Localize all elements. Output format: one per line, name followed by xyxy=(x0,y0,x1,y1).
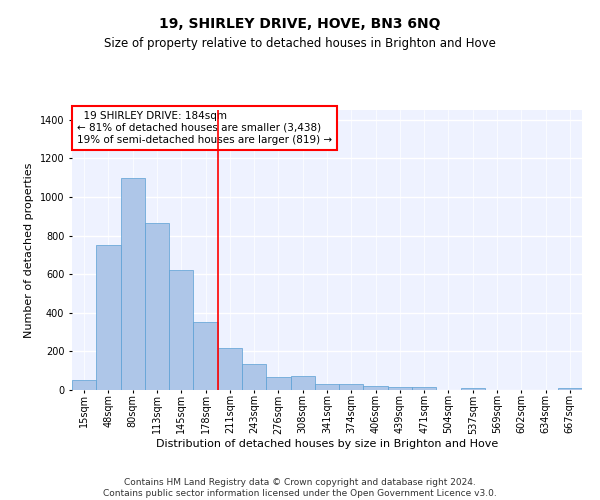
Text: Contains HM Land Registry data © Crown copyright and database right 2024.
Contai: Contains HM Land Registry data © Crown c… xyxy=(103,478,497,498)
Text: 19 SHIRLEY DRIVE: 184sqm
← 81% of detached houses are smaller (3,438)
19% of sem: 19 SHIRLEY DRIVE: 184sqm ← 81% of detach… xyxy=(77,112,332,144)
Y-axis label: Number of detached properties: Number of detached properties xyxy=(24,162,34,338)
Bar xyxy=(339,384,364,390)
Bar xyxy=(193,322,218,390)
Bar xyxy=(315,384,339,390)
Bar xyxy=(364,386,388,390)
Bar xyxy=(145,223,169,390)
Bar xyxy=(558,388,582,390)
Bar xyxy=(96,245,121,390)
Bar xyxy=(412,387,436,390)
Bar xyxy=(169,270,193,390)
Text: Size of property relative to detached houses in Brighton and Hove: Size of property relative to detached ho… xyxy=(104,38,496,51)
Bar xyxy=(242,364,266,390)
Bar xyxy=(461,388,485,390)
Bar xyxy=(290,376,315,390)
Bar xyxy=(121,178,145,390)
Bar xyxy=(266,378,290,390)
X-axis label: Distribution of detached houses by size in Brighton and Hove: Distribution of detached houses by size … xyxy=(156,439,498,449)
Bar xyxy=(72,380,96,390)
Bar xyxy=(218,348,242,390)
Bar xyxy=(388,387,412,390)
Text: 19, SHIRLEY DRIVE, HOVE, BN3 6NQ: 19, SHIRLEY DRIVE, HOVE, BN3 6NQ xyxy=(159,18,441,32)
